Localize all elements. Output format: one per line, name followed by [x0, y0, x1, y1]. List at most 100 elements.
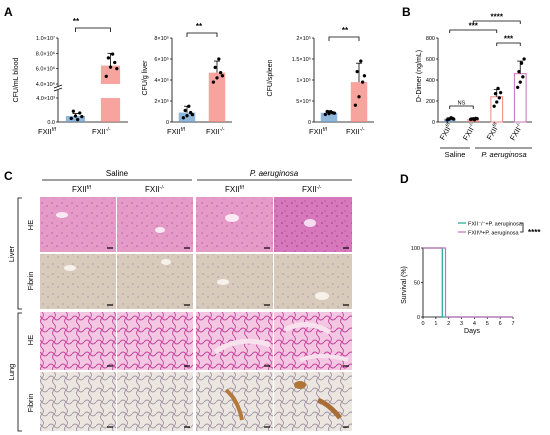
- img-lung-fibrin-ff-saline: [40, 372, 116, 431]
- a1-point: [113, 60, 117, 65]
- d-legend-bracket: [520, 222, 524, 233]
- a1-point: [104, 74, 108, 79]
- a3-x-label-ff: FXIIf/f: [309, 127, 328, 136]
- a1-axis-break-mark: [53, 87, 63, 92]
- a1-point: [78, 111, 82, 115]
- img-liver-he-ff-pa: [196, 197, 273, 252]
- a3-point: [325, 109, 329, 114]
- a3-y-tick-label: 1×10⁵: [296, 77, 311, 84]
- a2-point: [215, 76, 219, 80]
- a1-point: [71, 109, 76, 113]
- a1-y-tick-label: 8.0×10⁶: [36, 50, 55, 57]
- a1-sig-bracket: [75, 27, 111, 32]
- a2-point: [211, 80, 216, 84]
- d-x-axis-label: Days: [464, 328, 480, 335]
- a1-point: [69, 116, 73, 121]
- a3-point: [362, 74, 367, 78]
- a1-significance: **: [73, 17, 80, 26]
- a2-point: [183, 108, 187, 113]
- a3-point: [357, 95, 361, 99]
- b-x-label: FXIIf/f: [485, 121, 502, 142]
- b-point: [519, 61, 524, 65]
- a2-x-label-ko: FXII-/-: [206, 127, 225, 136]
- d-x-tick-label: 2: [447, 321, 450, 327]
- a3-x-label-ko: FXII-/-: [346, 127, 365, 136]
- img-lung-he-ff-saline: [40, 312, 116, 370]
- d-x-tick-label: 1: [434, 321, 437, 327]
- img-liver-fibrin-ff-saline: [40, 254, 116, 309]
- a3-point: [355, 69, 359, 74]
- a2-y-tick-label: 0: [166, 120, 169, 126]
- c-stain-fibrin-lung: Fibrin: [26, 394, 35, 413]
- a2-point: [185, 113, 189, 118]
- a1-y-tick-label: 0.0: [47, 120, 55, 126]
- a1-axis-break-mark: [53, 84, 63, 89]
- bronchus-lung-1: [213, 338, 271, 355]
- c-stain-he-liver: HE: [26, 220, 35, 230]
- d-y-tick-label: 0: [417, 315, 420, 321]
- a3-point: [359, 59, 363, 63]
- d-legend-label: FXIIᶠ/ᶠ+P. aeruginosa: [468, 230, 520, 237]
- c-organ-liver: Liver: [7, 245, 16, 262]
- a3-y-tick-label: 1.5×10⁵: [292, 56, 311, 63]
- d-x-tick-label: 3: [460, 321, 463, 327]
- a2-point: [218, 70, 223, 75]
- vessel-liver-5: [64, 265, 76, 271]
- a3-y-tick-label: 2×10⁵: [296, 35, 311, 42]
- a2-point: [181, 116, 186, 120]
- c-stain-he-lung: HE: [26, 335, 35, 345]
- d-y-axis-label: Survival (%): [401, 266, 408, 304]
- b-sig-bracket: [449, 29, 498, 33]
- a1-point: [75, 117, 80, 122]
- d-series-line-1: [423, 247, 513, 318]
- a1-y-tick-label: 1.0×10⁷: [36, 35, 55, 42]
- a2-y-tick-label: 4×10⁵: [154, 77, 169, 84]
- a2-bar-1: [208, 72, 226, 122]
- a3-sig-bracket: [328, 36, 360, 41]
- img-liver-he-ff-saline: [40, 197, 116, 252]
- a1-x-label-ff: FXIIf/f: [38, 127, 57, 136]
- a3-y-tick-label: 5×10⁴: [296, 98, 311, 105]
- vessel-liver-3: [225, 214, 239, 222]
- b-y-tick-label: 0: [432, 120, 435, 126]
- img-liver-he-ko-saline: [117, 197, 193, 252]
- c-col-ff-saline: FXIIf/f: [72, 185, 91, 194]
- a1-point: [73, 114, 78, 118]
- fibrin-deposit-2: [316, 397, 342, 420]
- a2-point: [188, 110, 193, 115]
- vessel-liver-2: [155, 227, 165, 233]
- d-x-tick-label: 6: [499, 321, 502, 327]
- a3-y-axis-label: CFU/spleen: [267, 59, 274, 96]
- b-point: [515, 85, 520, 90]
- b-point: [498, 90, 503, 95]
- a2-sig-bracket: [186, 32, 218, 37]
- a2-point: [190, 112, 195, 117]
- a1-point: [106, 56, 111, 60]
- b-point: [518, 80, 522, 84]
- c-liver-bracket: [17, 197, 22, 310]
- chart-a-liver: CFU/g liver 0 2×10⁵ 4×10⁵ 6×10⁵ 8×10⁵ FXIIf/…: [142, 22, 232, 136]
- c-stain-fibrin-liver: Fibrin: [26, 272, 35, 291]
- c-col-ff-pa: FXIIf/f: [225, 185, 244, 194]
- bronchus-lung-3: [299, 354, 349, 362]
- d-x-tick-label: 0: [421, 321, 424, 327]
- a1-bar-0: [65, 116, 86, 122]
- b-x-label: FXIIf/f: [438, 121, 455, 142]
- a2-y-axis-label: CFU/g liver: [142, 60, 149, 96]
- panel-label-c: C: [4, 169, 13, 183]
- a2-significance: **: [196, 22, 203, 31]
- b-x-label: FXII-/-: [461, 121, 478, 142]
- d-y-tick-label: 50: [414, 281, 420, 287]
- a1-point: [110, 52, 115, 56]
- b-point: [517, 69, 521, 74]
- chart-a-blood: CFU/mL blood 0.0 4.0×10³ 4.0×10⁶ 6.0×10⁶ 8.0…: [13, 17, 128, 136]
- a3-point: [332, 111, 337, 115]
- vessel-liver-6: [161, 259, 171, 265]
- a3-point: [353, 103, 358, 107]
- b-point: [495, 100, 499, 104]
- d-significance: ****: [528, 228, 541, 237]
- a3-point: [360, 80, 365, 84]
- img-liver-fibrin-ko-pa: [274, 254, 352, 309]
